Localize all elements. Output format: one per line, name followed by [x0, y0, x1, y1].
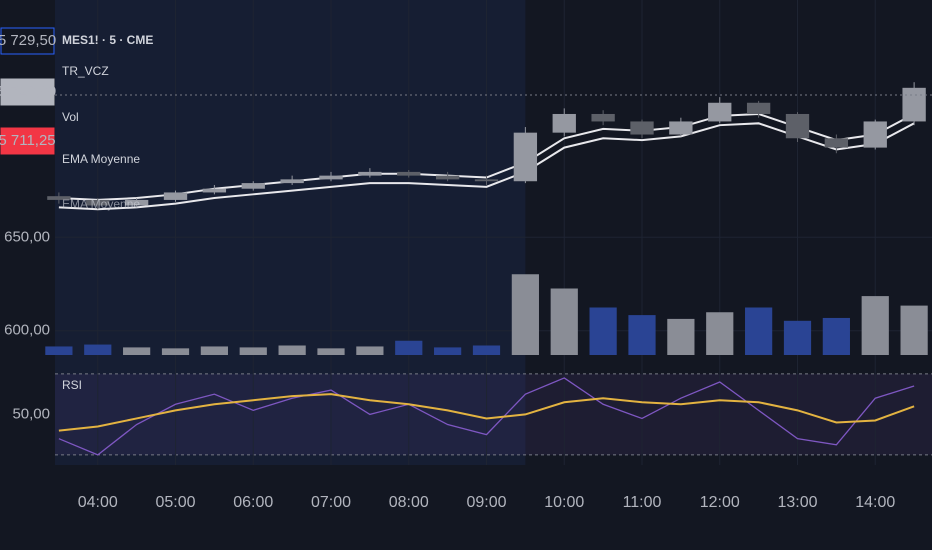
volume-bar — [628, 315, 656, 355]
candle-body — [552, 113, 576, 133]
price-tag-label: 5 729,50 — [0, 32, 56, 49]
y-tick-label: 5 650,00 — [0, 228, 50, 245]
volume-bar — [822, 317, 850, 355]
candle-body — [202, 188, 227, 193]
volume-bar — [395, 340, 423, 355]
legend-item: Vol — [62, 110, 79, 124]
candle-body — [591, 113, 615, 122]
candle-body — [669, 121, 693, 135]
volume-bar — [589, 307, 617, 355]
volume-bar — [161, 348, 190, 355]
x-tick-label: 13:00 — [777, 494, 817, 511]
x-tick-label: 11:00 — [623, 494, 662, 511]
background-layer — [55, 0, 932, 465]
x-tick-label: 04:00 — [78, 494, 118, 511]
volume-bar — [550, 288, 578, 355]
candle-body — [86, 199, 110, 206]
candle-body — [280, 179, 304, 184]
candle-body — [47, 196, 71, 200]
rsi-tick-label: 50,00 — [12, 405, 50, 422]
candle-body — [785, 113, 810, 139]
x-tick-label: 12:00 — [700, 494, 740, 511]
x-tick-label: 07:00 — [311, 494, 351, 511]
volume-bar — [278, 345, 306, 355]
candle-body — [397, 171, 421, 176]
x-tick-label: 05:00 — [155, 494, 195, 511]
candle-body — [824, 138, 849, 148]
volume-bar — [123, 347, 151, 355]
candle-body — [241, 183, 265, 189]
price-tag-label: 5 720,00 — [0, 83, 56, 100]
price-tag — [0, 127, 55, 155]
x-tick-label: 06:00 — [233, 494, 273, 511]
volume-bar — [900, 305, 928, 355]
x-tick-label: 14:00 — [855, 494, 895, 511]
volume-bar — [745, 307, 773, 355]
candle-body — [708, 102, 732, 122]
candle-body — [474, 179, 499, 182]
volume-bar — [45, 346, 73, 355]
symbol-title: MES1! · 5 · CME — [62, 33, 153, 47]
candle-body — [630, 121, 654, 135]
volume-bar — [472, 345, 501, 355]
volume-bar — [706, 312, 734, 355]
volume-bar — [239, 347, 267, 355]
volume-bar — [861, 296, 889, 355]
candle-body — [319, 175, 343, 180]
legend-item: TR_VCZ — [62, 64, 109, 78]
y-tick-label: 5 600,00 — [0, 322, 50, 339]
candle-body — [513, 132, 538, 182]
price-tag — [0, 27, 55, 55]
candle-body — [746, 102, 771, 114]
candle-body — [163, 192, 188, 200]
x-tick-label: 08:00 — [389, 494, 429, 511]
candle-body — [358, 171, 382, 176]
candle-body — [435, 175, 460, 180]
price-tag — [0, 78, 55, 106]
rsi-ma-line — [58, 393, 915, 432]
ema-line — [58, 122, 915, 211]
candle-body — [124, 199, 149, 206]
volume-bar — [783, 320, 812, 355]
legend-item: EMA Moyenne — [62, 197, 140, 211]
rsi-line — [58, 377, 915, 456]
volume-bar — [434, 347, 462, 355]
x-tick-label: 10:00 — [544, 494, 584, 511]
rsi-title: RSI — [62, 378, 82, 392]
candle-body — [902, 87, 926, 122]
volume-bar — [667, 318, 695, 355]
volume-bar — [84, 344, 112, 355]
price-tag-label: 5 711,25 — [0, 132, 56, 149]
x-tick-label: 09:00 — [466, 494, 506, 511]
volume-bar — [200, 346, 228, 355]
extended-hours-shade — [55, 0, 526, 465]
volume-bar — [511, 274, 539, 355]
plot-layer — [45, 82, 928, 456]
volume-bar — [356, 346, 384, 355]
legend-item: EMA Moyenne — [62, 152, 140, 166]
axis-layer: 04:00 05:00 06:00 07:00 08:00 09:00 10:00 11:00… — [0, 27, 895, 511]
candle-body — [863, 121, 887, 148]
rsi-band-fill — [55, 373, 932, 455]
volume-bar — [317, 348, 345, 355]
